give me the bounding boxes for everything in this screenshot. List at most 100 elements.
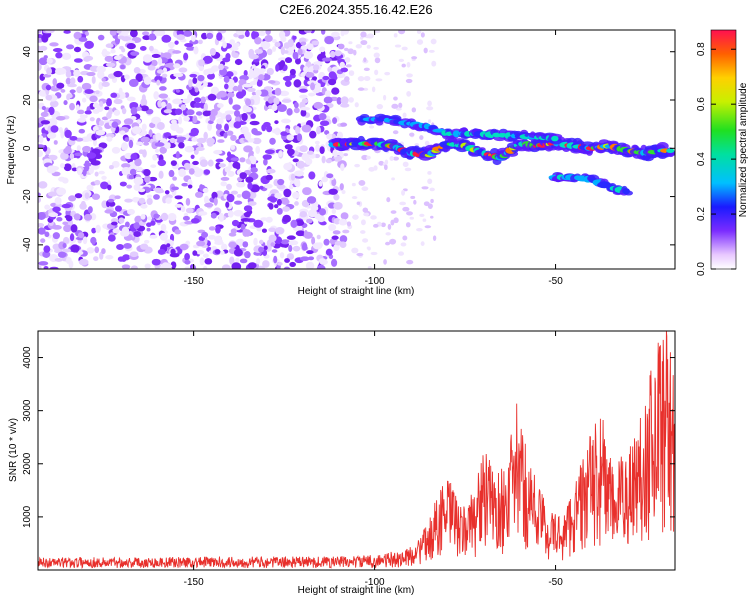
noise-cell [106, 136, 113, 142]
noise-cell [86, 72, 96, 77]
noise-cell [369, 125, 375, 129]
noise-cell [54, 196, 62, 205]
noise-cell [190, 33, 196, 42]
noise-cell [74, 152, 83, 157]
noise-cell [55, 52, 63, 59]
noise-cell [224, 83, 229, 90]
noise-cell [213, 197, 218, 206]
noise-cell [268, 203, 274, 210]
snr-xtick-label: -150 [184, 577, 204, 588]
noise-cell [68, 195, 77, 202]
noise-cell [173, 72, 184, 78]
noise-cell [195, 146, 205, 151]
noise-cell [206, 72, 215, 80]
noise-cell [259, 185, 264, 190]
noise-cell [104, 55, 114, 62]
noise-cell [140, 203, 148, 209]
noise-cell [298, 88, 308, 93]
noise-cell [124, 137, 130, 142]
noise-cell [196, 249, 205, 255]
noise-cell [295, 126, 301, 135]
noise-cell [428, 49, 435, 53]
noise-cell [208, 234, 216, 240]
noise-cell [273, 204, 279, 209]
noise-cell [410, 195, 416, 199]
noise-cell [229, 79, 235, 88]
noise-cell [309, 130, 317, 139]
noise-cell [178, 67, 188, 73]
noise-cell [44, 231, 50, 238]
noise-cell [384, 159, 389, 165]
noise-cell [195, 111, 203, 116]
noise-cell [204, 202, 214, 208]
noise-cell [165, 197, 172, 204]
noise-cell [286, 253, 295, 260]
noise-cell [383, 259, 387, 265]
noise-cell [331, 258, 338, 267]
noise-cell [343, 153, 349, 157]
noise-cell [225, 201, 230, 208]
noise-cell [284, 144, 293, 150]
noise-cell [134, 158, 142, 167]
noise-cell [86, 184, 94, 191]
noise-cell [217, 139, 225, 143]
noise-cell [174, 108, 183, 115]
noise-cell [294, 170, 305, 177]
noise-cell [275, 226, 285, 235]
noise-cell [79, 114, 88, 119]
noise-cell [315, 144, 321, 152]
noise-cell [419, 213, 425, 217]
noise-cell [71, 167, 78, 172]
noise-cell [73, 213, 81, 221]
snr-ytick-label: 3000 [22, 399, 33, 422]
noise-cell [46, 132, 57, 139]
noise-cell [126, 43, 136, 50]
noise-cell [101, 248, 106, 255]
noise-cell [373, 223, 379, 228]
noise-cell [301, 124, 312, 133]
noise-cell [357, 87, 365, 91]
noise-cell [284, 57, 293, 64]
noise-cell [156, 79, 161, 86]
noise-cell [263, 245, 268, 251]
noise-cell [160, 212, 169, 221]
noise-cell [233, 200, 243, 205]
noise-cell [130, 153, 138, 161]
snr-ytick-label: 2000 [22, 452, 33, 475]
noise-cell [198, 114, 203, 119]
noise-cell [62, 221, 69, 226]
noise-cell [258, 89, 269, 97]
noise-cell [265, 174, 273, 181]
noise-cell [186, 109, 195, 116]
noise-cell [121, 163, 131, 169]
noise-cell [41, 105, 47, 111]
noise-cell [158, 170, 164, 179]
noise-cell [327, 78, 337, 86]
noise-cell [224, 110, 235, 115]
noise-cell [133, 176, 144, 186]
noise-cell [243, 211, 251, 218]
noise-cell [360, 40, 368, 46]
noise-cell [402, 161, 409, 168]
signal-cell [572, 137, 583, 146]
snr-xtick-label: -50 [548, 577, 563, 588]
noise-cell [420, 241, 425, 246]
spectrogram-ytick-label: 0 [22, 145, 33, 151]
noise-cell [240, 218, 251, 222]
noise-cell [120, 229, 130, 237]
spectrogram-ytick-label: 40 [22, 46, 33, 58]
noise-cell [63, 163, 72, 172]
noise-cell [293, 178, 301, 187]
noise-cell [426, 106, 434, 111]
noise-cell [194, 87, 199, 93]
noise-cell [237, 34, 245, 39]
noise-cell [230, 144, 236, 151]
noise-cell [127, 208, 135, 215]
noise-cell [133, 230, 141, 237]
noise-cell [38, 181, 48, 189]
noise-cell [38, 57, 48, 66]
noise-cell [299, 145, 308, 153]
noise-cell [206, 137, 215, 145]
noise-cell [299, 256, 310, 262]
